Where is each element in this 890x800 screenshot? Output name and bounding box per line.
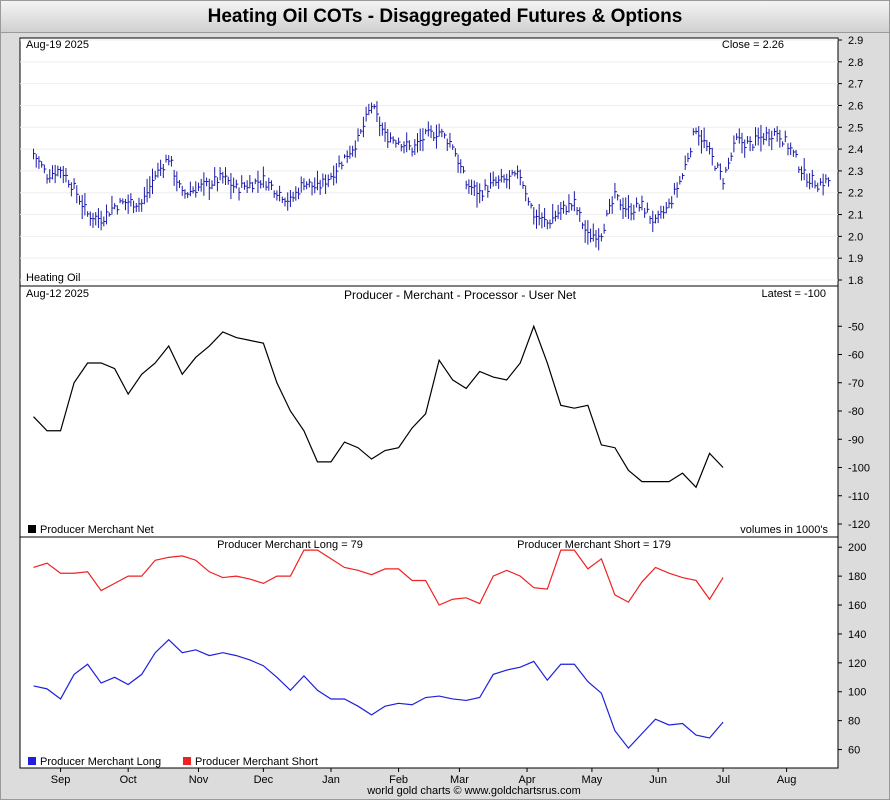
short-series-line: [33, 549, 724, 606]
longshort-y-tick-label: 200: [848, 542, 866, 554]
net-y-axis: -120 -110 -100 -90 -80 -70 -60 -50: [838, 321, 870, 531]
x-tick-label-may: May: [582, 774, 603, 786]
price-date-label: Aug-19 2025: [26, 39, 89, 51]
x-tick-label-aug: Aug: [777, 774, 797, 786]
net-volume-note: volumes in 1000's: [740, 524, 828, 536]
net-date-label: Aug-12 2025: [26, 288, 89, 300]
longshort-plot-area: [19, 536, 839, 769]
net-y-tick-label: -50: [848, 321, 864, 333]
price-y-axis: 1.8 1.9 2.0 2.1 2.2 2.3 2.4 2.5 2.6 2.7 2.8 2.9: [838, 35, 863, 287]
price-y-tick-label: 2.1: [848, 210, 863, 222]
price-y-tick-label: 2.6: [848, 100, 863, 112]
longshort-y-tick-label: 140: [848, 629, 866, 641]
longshort-y-tick-label: 180: [848, 571, 866, 583]
x-tick-label-oct: Oct: [120, 774, 137, 786]
price-bars: [33, 101, 831, 251]
price-plot-area: [19, 37, 839, 287]
net-legend-label: Producer Merchant Net: [40, 524, 154, 536]
price-series-label: Heating Oil: [26, 272, 80, 284]
net-latest-label: Latest = -100: [761, 288, 826, 300]
net-y-tick-label: -120: [848, 519, 870, 531]
longshort-y-tick-label: 120: [848, 658, 866, 670]
net-plot-area: [19, 285, 839, 538]
x-tick-label-jun: Jun: [649, 774, 667, 786]
chart-header: Heating Oil COTs - Disaggregated Futures…: [0, 0, 890, 34]
x-tick-label-dec: Dec: [254, 774, 274, 786]
footer-credit: world gold charts © www.goldchartsrus.co…: [366, 785, 581, 797]
price-y-tick-label: 1.8: [848, 275, 863, 287]
net-series-line: [33, 324, 724, 489]
price-y-tick-label: 2.7: [848, 79, 863, 91]
long-series-line: [33, 638, 724, 750]
x-axis: Sep Oct Nov Dec Jan Feb Mar Apr May Jun Jul Aug: [51, 768, 797, 786]
longshort-y-tick-label: 100: [848, 687, 866, 699]
net-y-tick-label: -60: [848, 350, 864, 362]
price-gridlines: [20, 39, 838, 281]
price-y-tick-label: 1.9: [848, 253, 863, 265]
short-legend-label: Producer Merchant Short: [195, 756, 318, 768]
net-legend-swatch: [28, 525, 36, 533]
price-close-label: Close = 2.26: [722, 39, 784, 51]
longshort-y-tick-label: 60: [848, 745, 860, 757]
net-y-tick-label: -100: [848, 463, 870, 475]
x-tick-label-sep: Sep: [51, 774, 71, 786]
net-y-tick-label: -70: [848, 378, 864, 390]
short-value-label: Producer Merchant Short = 179: [517, 539, 671, 551]
longshort-y-tick-label: 80: [848, 716, 860, 728]
longshort-y-axis: 60 80 100 120 140 160 180 200: [838, 542, 866, 757]
long-legend-swatch: [28, 757, 36, 765]
price-y-tick-label: 2.2: [848, 188, 863, 200]
net-panel: -120-110-100-90-80-70-60-50 Aug-12 2025 …: [19, 285, 870, 538]
price-y-tick-label: 2.3: [848, 166, 863, 178]
price-panel: 1.8 1.9 2.0 2.1 2.2 2.3 2.4 2.5 2.6 2.7 2.8 2.9 Aug…: [19, 35, 863, 287]
price-y-tick-label: 2.9: [848, 35, 863, 47]
price-y-tick-label: 2.0: [848, 231, 863, 243]
net-y-tick-label: -110: [848, 491, 869, 503]
price-y-tick-label: 2.5: [848, 122, 863, 134]
longshort-y-tick-label: 160: [848, 600, 866, 612]
price-y-tick-label: 2.8: [848, 57, 863, 69]
x-tick-label-mar: Mar: [450, 774, 469, 786]
x-tick-label-jul: Jul: [716, 774, 730, 786]
short-legend-swatch: [183, 757, 191, 765]
x-tick-label-nov: Nov: [189, 774, 209, 786]
longshort-panel: 60 80 100 120 140 160 180 200 Producer Merchant…: [19, 536, 866, 769]
long-legend-label: Producer Merchant Long: [40, 756, 161, 768]
price-y-tick-label: 2.4: [848, 144, 863, 156]
long-value-label: Producer Merchant Long = 79: [217, 539, 363, 551]
x-tick-label-apr: Apr: [518, 774, 535, 786]
net-y-tick-label: -80: [848, 406, 864, 418]
x-tick-label-feb: Feb: [389, 774, 408, 786]
x-tick-label-jan: Jan: [322, 774, 340, 786]
net-chart-title: Producer - Merchant - Processor - User N…: [344, 288, 577, 302]
net-y-tick-label: -90: [848, 434, 864, 446]
chart-title: Heating Oil COTs - Disaggregated Futures…: [207, 6, 683, 27]
